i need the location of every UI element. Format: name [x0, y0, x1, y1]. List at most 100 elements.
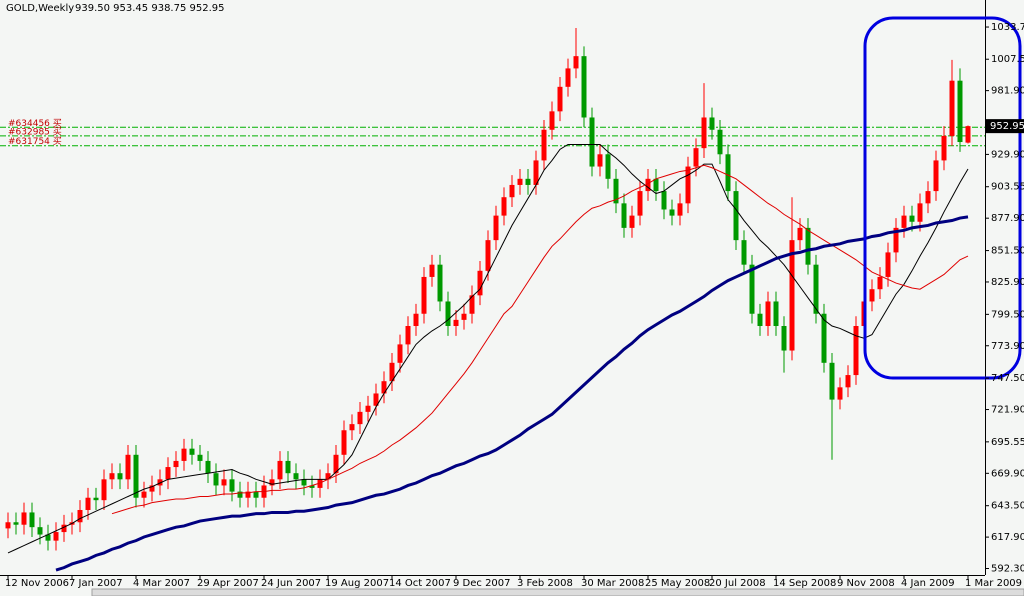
- candle-body: [877, 276, 883, 290]
- candle-body: [869, 289, 875, 302]
- x-tick-label: 9 Nov 2008: [837, 578, 895, 589]
- candle-body: [333, 454, 339, 474]
- candle-body: [301, 479, 307, 486]
- candle-body: [965, 126, 971, 143]
- candle-body: [805, 227, 811, 265]
- candle-body: [621, 203, 627, 228]
- order-label: #634456 买: [8, 118, 62, 129]
- candle-body: [453, 319, 459, 327]
- candle-body: [797, 227, 803, 241]
- candle-body: [629, 215, 635, 228]
- candle-body: [117, 473, 123, 480]
- candle-body: [765, 301, 771, 327]
- candle-body: [845, 375, 851, 388]
- candle-body: [541, 129, 547, 161]
- candle-body: [565, 68, 571, 87]
- y-tick-label: 825.90: [991, 277, 1024, 288]
- candle-body: [709, 117, 715, 130]
- candle-body: [613, 178, 619, 204]
- current-price-box: [986, 119, 1024, 134]
- candle-body: [661, 191, 667, 210]
- candle-body: [645, 178, 651, 192]
- candle-body: [909, 215, 915, 222]
- x-tick-label: 19 Aug 2007: [325, 578, 389, 589]
- ma-line: [55, 215, 969, 572]
- y-tick-label: 851.50: [991, 246, 1024, 257]
- candle-body: [173, 460, 179, 468]
- candle-body: [589, 117, 595, 167]
- candle-body: [557, 86, 563, 112]
- candle-body: [357, 411, 363, 425]
- candle-body: [757, 313, 763, 327]
- candle-body: [853, 326, 859, 376]
- candle-body: [437, 264, 443, 302]
- candle-body: [221, 479, 227, 486]
- candle-body: [821, 313, 827, 363]
- candle-body: [381, 381, 387, 394]
- y-tick-label: 1007.50: [991, 54, 1024, 65]
- candle-body: [205, 460, 211, 474]
- y-tick-label: 773.90: [991, 341, 1024, 352]
- candle-body: [925, 191, 931, 204]
- candle-body: [37, 527, 43, 535]
- candle-body: [597, 154, 603, 167]
- x-tick-label: 14 Sep 2008: [773, 578, 836, 589]
- candle-body: [373, 393, 379, 406]
- candle-body: [405, 326, 411, 345]
- order-label: #631754 买: [8, 136, 62, 147]
- candle-body: [13, 522, 19, 525]
- candle-body: [573, 56, 579, 69]
- y-tick-label: 669.90: [991, 468, 1024, 479]
- candle-body: [789, 240, 795, 351]
- candle-body: [325, 473, 331, 480]
- x-tick-label: 1 Mar 2009: [965, 578, 1022, 589]
- candle-body: [389, 362, 395, 382]
- y-tick-label: 903.55: [991, 182, 1024, 193]
- candle-body: [517, 178, 523, 185]
- plot-area: #634456 买#632985 买#631754 买: [0, 27, 985, 572]
- y-tick-label: 981.90: [991, 86, 1024, 97]
- candle-body: [181, 448, 187, 461]
- candle-body: [693, 148, 699, 167]
- y-tick-label: 643.50: [991, 501, 1024, 512]
- candle-body: [53, 532, 59, 541]
- candle-body: [285, 460, 291, 474]
- highlight-box: [863, 16, 1022, 380]
- y-tick-label: 747.50: [991, 373, 1024, 384]
- order-label: #632985 买: [8, 126, 62, 137]
- candle-body: [309, 485, 315, 488]
- ma-line: [7, 143, 969, 554]
- candle-body: [725, 154, 731, 192]
- y-tick-label: 877.90: [991, 213, 1024, 224]
- candle-body: [109, 473, 115, 480]
- current-price-label: 952.95: [990, 121, 1024, 132]
- candle-body: [413, 313, 419, 327]
- x-tick-label: 3 Feb 2008: [517, 578, 573, 589]
- x-tick-label: 12 Nov 2006: [5, 578, 69, 589]
- x-tick-label: 25 May 2008: [645, 578, 710, 589]
- candle-body: [101, 479, 107, 501]
- candle-body: [461, 313, 467, 320]
- candle-body: [701, 117, 707, 149]
- candle-body: [269, 479, 275, 486]
- candle-body: [189, 448, 195, 455]
- candle-body: [669, 209, 675, 216]
- candle-body: [957, 80, 963, 143]
- candle-body: [61, 524, 67, 533]
- x-tick-label: 29 Apr 2007: [197, 578, 259, 589]
- candle-body: [85, 497, 91, 510]
- candle-body: [813, 264, 819, 314]
- candle-body: [165, 467, 171, 480]
- candle-body: [213, 473, 219, 486]
- candle-body: [29, 512, 35, 528]
- candle-body: [653, 178, 659, 192]
- candle-body: [677, 203, 683, 216]
- candle-body: [229, 479, 235, 492]
- scrollbar[interactable]: [91, 588, 1024, 596]
- candle-body: [901, 215, 907, 228]
- candle-body: [501, 197, 507, 216]
- candle-body: [125, 454, 131, 480]
